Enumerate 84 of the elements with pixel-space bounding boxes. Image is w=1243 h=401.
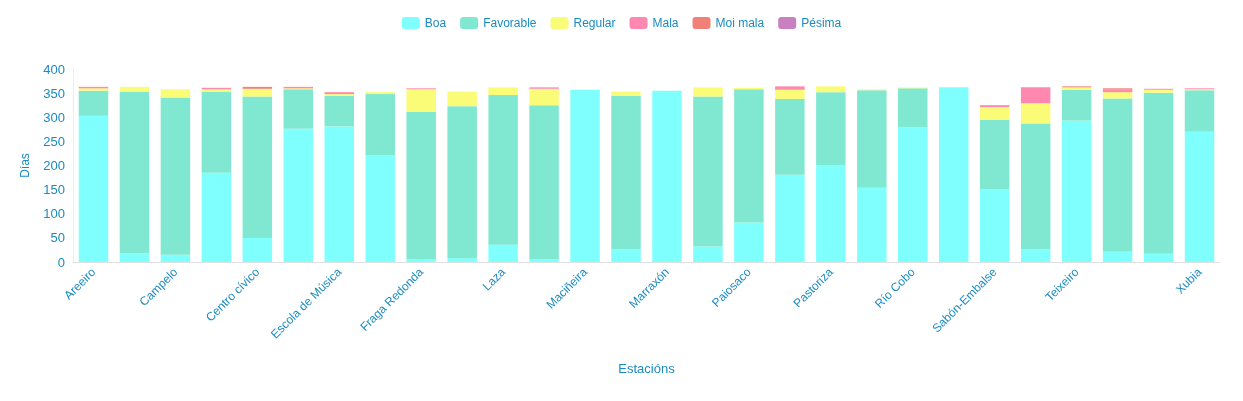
bar	[119, 86, 150, 92]
bar	[652, 90, 682, 262]
bar	[488, 87, 518, 96]
bar	[488, 95, 518, 245]
bar	[160, 97, 191, 255]
y-tick-label: 100	[43, 206, 65, 222]
bar	[160, 254, 191, 262]
bar	[447, 106, 477, 259]
legend-label: Moi mala	[715, 16, 765, 30]
bar	[979, 107, 1010, 120]
bar	[242, 88, 273, 97]
bar	[447, 91, 477, 107]
bar	[693, 87, 723, 97]
bar	[938, 87, 969, 262]
bar	[201, 172, 232, 262]
bar	[611, 96, 641, 249]
bar	[1020, 248, 1051, 262]
y-tick-label: 300	[43, 109, 65, 125]
bar	[775, 174, 805, 262]
bar	[816, 86, 846, 93]
bar	[283, 128, 314, 262]
bar	[1061, 89, 1092, 121]
bar	[365, 94, 395, 155]
bar	[775, 86, 805, 90]
bar	[693, 96, 723, 247]
bar	[816, 92, 846, 166]
bar	[611, 248, 641, 262]
bar	[857, 90, 887, 188]
y-tick-label: 350	[43, 85, 65, 101]
legend-label: Pésima	[801, 16, 842, 30]
y-tick-label: 0	[57, 254, 65, 270]
bar	[529, 105, 559, 260]
legend-label: Boa	[424, 16, 447, 30]
bar	[734, 89, 764, 223]
bar	[775, 89, 805, 99]
bar	[1020, 123, 1051, 249]
bar	[570, 89, 600, 262]
bar	[201, 91, 232, 173]
bar	[283, 89, 314, 129]
bar	[1102, 98, 1133, 252]
bar	[775, 98, 805, 175]
bar	[693, 246, 723, 262]
bar	[119, 253, 150, 262]
bar	[160, 89, 191, 98]
bar	[529, 88, 559, 106]
y-tick-label: 50	[50, 230, 65, 246]
bar	[734, 222, 764, 262]
bar	[857, 187, 887, 262]
bar	[979, 119, 1010, 190]
legend-label: Mala	[652, 16, 679, 30]
bar	[1184, 90, 1215, 132]
y-axis-title: Días	[18, 153, 32, 178]
y-tick-label: 250	[43, 133, 65, 149]
bar	[898, 127, 928, 262]
bar	[78, 90, 109, 116]
bar	[324, 126, 355, 262]
bar	[979, 189, 1010, 262]
bar	[1020, 87, 1051, 104]
bar	[1143, 253, 1174, 262]
y-tick-label: 200	[43, 158, 65, 173]
bar	[406, 89, 436, 112]
bar	[78, 115, 109, 262]
bar	[1143, 92, 1174, 254]
bar	[119, 91, 150, 254]
bar	[1102, 251, 1133, 262]
bar	[447, 258, 477, 262]
y-tick-label: 150	[43, 182, 65, 198]
bar	[611, 91, 641, 97]
bar	[1184, 131, 1215, 262]
legend-label: Regular	[573, 16, 616, 30]
bar	[242, 96, 273, 238]
bar	[488, 244, 518, 262]
x-axis-title: Estacións	[618, 361, 676, 376]
bar	[324, 96, 355, 127]
bar	[898, 88, 928, 128]
legend-label: Favorable	[483, 16, 537, 30]
bar	[1061, 120, 1092, 262]
bar	[1020, 103, 1051, 124]
bar	[406, 111, 436, 260]
bar	[1102, 92, 1133, 99]
bar	[365, 154, 395, 262]
bar	[242, 237, 273, 262]
bar	[816, 165, 846, 262]
y-tick-label: 400	[43, 61, 65, 77]
